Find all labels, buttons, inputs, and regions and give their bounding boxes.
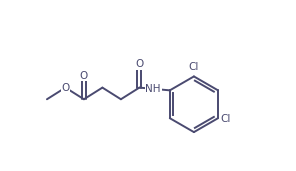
- Text: NH: NH: [145, 84, 161, 94]
- Text: O: O: [61, 83, 70, 93]
- Text: O: O: [80, 71, 88, 81]
- Text: O: O: [135, 59, 144, 69]
- Text: Cl: Cl: [189, 62, 199, 72]
- Text: Cl: Cl: [221, 114, 231, 124]
